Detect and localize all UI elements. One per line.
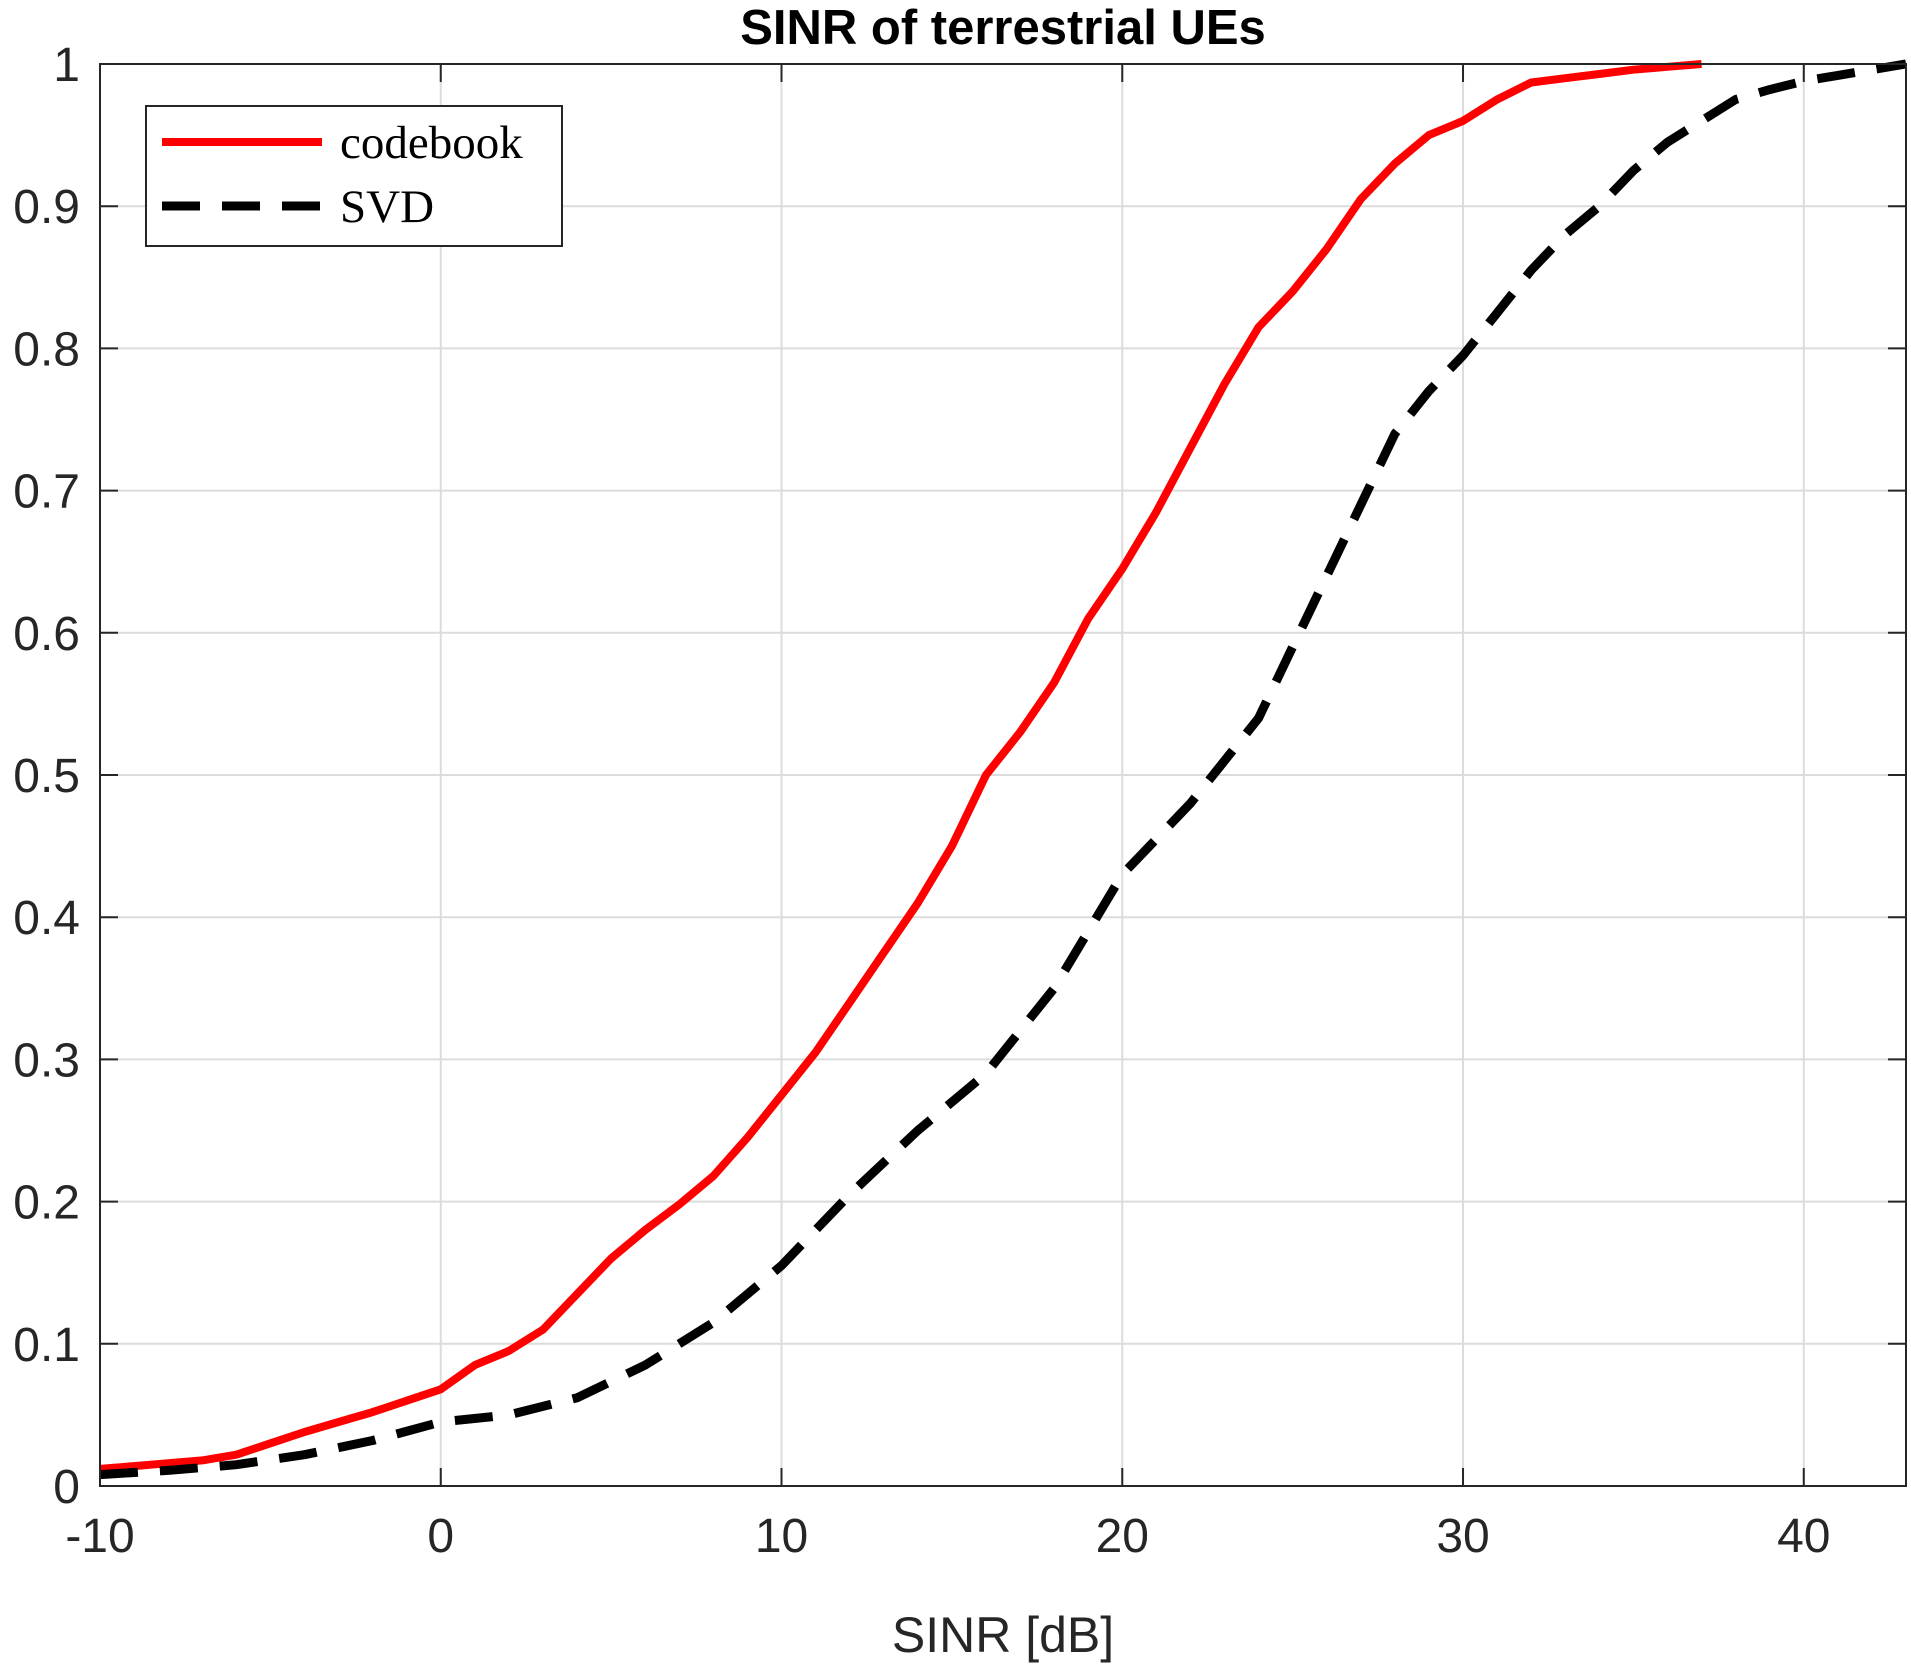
y-tick-label: 1: [53, 39, 80, 92]
legend-label-svd: SVD: [340, 181, 434, 233]
legend-label-codebook: codebook: [340, 117, 523, 169]
legend: codebook SVD: [145, 105, 563, 247]
series-lines: [99, 59, 1907, 1480]
y-tick-label: 0.7: [13, 466, 80, 519]
x-tick-label: 40: [1777, 1510, 1830, 1563]
y-tick-label: 0: [53, 1461, 80, 1514]
chart-title: SINR of terrestrial UEs: [740, 1, 1266, 55]
y-tick-label: 0.8: [13, 323, 80, 376]
y-tick-label: 0.2: [13, 1177, 80, 1230]
x-tick-label: -10: [65, 1510, 134, 1563]
x-tick-label: 10: [755, 1510, 808, 1563]
axis-ticks: [99, 63, 1906, 1487]
y-tick-label: 0.6: [13, 608, 80, 661]
y-tick-labels: 0 0.1 0.2 0.3 0.4 0.5 0.6 0.7 0.8 0.9 1: [13, 39, 80, 1514]
x-axis-label: SINR [dB]: [892, 1607, 1114, 1663]
x-tick-label: 0: [427, 1510, 454, 1563]
x-tick-labels: -10 0 10 20 30 40: [65, 1510, 1830, 1563]
x-tick-label: 30: [1436, 1510, 1489, 1563]
y-tick-label: 0.1: [13, 1319, 80, 1372]
y-tick-label: 0.4: [13, 892, 80, 945]
series-line-codebook: [99, 60, 1702, 1473]
legend-box: [145, 105, 563, 247]
x-tick-label: 20: [1096, 1510, 1149, 1563]
y-tick-label: 0.3: [13, 1034, 80, 1087]
y-tick-label: 0.9: [13, 181, 80, 234]
y-tick-label: 0.5: [13, 750, 80, 803]
